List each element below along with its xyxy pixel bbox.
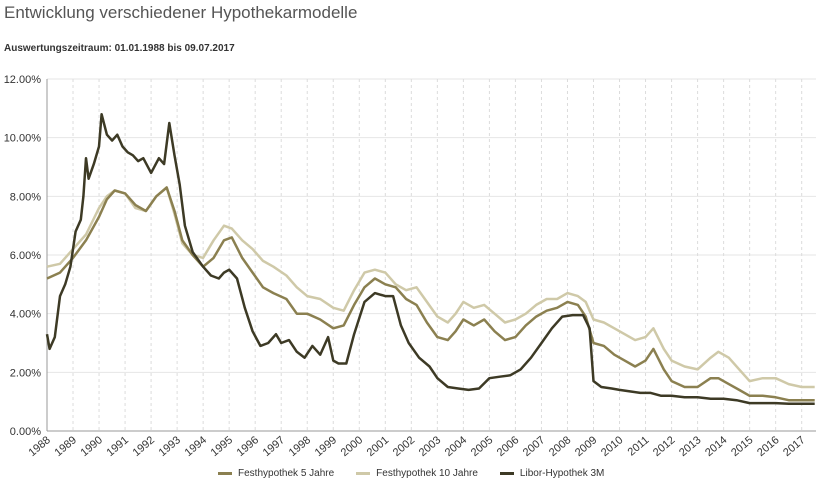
y-tick-label: 0.00% (10, 426, 41, 438)
legend-item-festhypothek-10: Festhypothek 10 Jahre (356, 468, 478, 479)
x-tick-label: 2007 (521, 434, 547, 459)
x-tick-label: 1993 (157, 434, 183, 459)
x-tick-label: 2016 (755, 434, 781, 459)
legend-swatch-libor-3m (499, 472, 514, 475)
x-tick-label: 2006 (495, 434, 521, 459)
x-tick-label: 2002 (391, 434, 417, 459)
legend-swatch-festhypothek-5 (218, 472, 232, 475)
y-tick-label: 6.00% (10, 250, 41, 262)
x-tick-label: 2008 (547, 434, 573, 459)
legend-item-festhypothek-5: Festhypothek 5 Jahre (218, 468, 334, 479)
x-tick-label: 2009 (573, 434, 599, 459)
x-tick-label: 1994 (183, 434, 209, 459)
series-line-0 (46, 186, 815, 402)
legend-swatch-festhypothek-10 (356, 472, 371, 475)
legend-label: Festhypothek 5 Jahre (238, 468, 335, 479)
chart-subtitle: Auswertungszeitraum: 01.01.1988 bis 09.0… (4, 43, 235, 54)
x-tick-label: 2000 (339, 434, 365, 459)
x-tick-label: 1998 (287, 434, 313, 459)
legend-label: Libor-Hypothek 3M (519, 468, 605, 479)
x-tick-label: 2014 (703, 434, 729, 459)
x-tick-label: 2011 (626, 434, 652, 458)
x-tick-label: 1992 (131, 434, 157, 459)
y-tick-label: 10.00% (4, 133, 42, 145)
x-tick-label: 2003 (417, 434, 443, 459)
chart-title: Entwicklung verschiedener Hypothekarmode… (4, 3, 358, 22)
y-tick-label: 4.00% (10, 309, 41, 321)
series-line-2 (45, 112, 815, 405)
series-line-1 (46, 186, 815, 389)
x-tick-label: 2001 (365, 434, 391, 459)
y-tick-label: 2.00% (10, 367, 41, 379)
y-tick-label: 8.00% (10, 191, 41, 203)
x-tick-label: 1999 (313, 434, 339, 459)
x-tick-label: 2010 (599, 434, 625, 459)
x-tick-label: 2013 (677, 434, 703, 459)
x-tick-label: 1989 (52, 434, 78, 459)
x-tick-label: 2012 (651, 434, 677, 459)
x-tick-label: 1995 (209, 434, 235, 459)
legend-item-libor-3m: Libor-Hypothek 3M (499, 468, 605, 479)
x-tick-label: 1991 (105, 434, 131, 459)
x-tick-label: 1990 (79, 434, 105, 459)
x-tick-label: 1996 (235, 434, 261, 459)
legend-label: Festhypothek 10 Jahre (376, 468, 478, 479)
x-tick-label: 2005 (469, 434, 495, 459)
x-tick-label: 1997 (261, 434, 287, 459)
line-chart: 0.00% 2.00% 4.00% 6.00% 8.00% 10.00% 12.00% 198… (4, 74, 816, 459)
y-tick-label: 12.00% (4, 74, 42, 86)
x-tick-label: 2017 (781, 434, 807, 459)
x-tick-label: 2015 (729, 434, 755, 459)
x-tick-label: 2004 (443, 434, 469, 459)
chart-legend: Festhypothek 5 Jahre Festhypothek 10 Jah… (218, 468, 604, 479)
